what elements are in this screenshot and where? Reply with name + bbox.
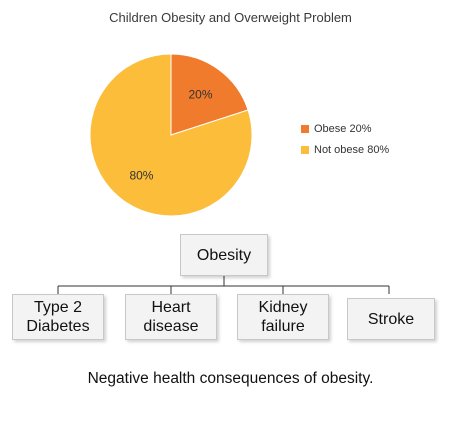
legend-label-not-obese: Not obese 80% <box>314 143 390 156</box>
legend-item-obese: Obese 20% <box>301 118 389 139</box>
data-label-obese: 20% <box>189 87 213 101</box>
pie-chart: 20% 80% <box>89 53 253 217</box>
pie-slice-not-obese <box>89 53 253 217</box>
data-label-not-obese: 80% <box>129 169 153 183</box>
chart-title: Children Obesity and Overweight Problem <box>109 10 352 25</box>
node-obesity: Obesity <box>180 234 268 276</box>
node-kidney-failure: Kidney failure <box>237 294 329 340</box>
chart-legend: Obese 20% Not obese 80% <box>301 118 389 160</box>
legend-swatch-obese <box>301 124 309 133</box>
node-type-2-diabetes: Type 2 Diabetes <box>12 294 104 340</box>
legend-label-obese: Obese 20% <box>314 122 372 135</box>
hierarchy-connectors <box>57 276 390 294</box>
pie-slice-obese <box>170 53 249 136</box>
node-stroke: Stroke <box>347 298 435 340</box>
caption: Negative health consequences of obesity. <box>87 370 374 387</box>
legend-item-not-obese: Not obese 80% <box>301 139 389 160</box>
node-heart-disease: Heart disease <box>125 294 217 340</box>
legend-swatch-not-obese <box>301 145 309 154</box>
